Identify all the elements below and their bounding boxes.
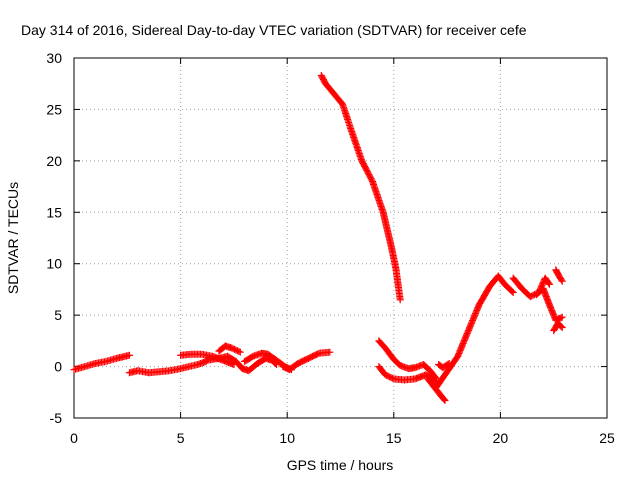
series-arc12 (432, 272, 517, 391)
data-point (445, 359, 453, 367)
data-point (558, 277, 566, 285)
data-point (509, 289, 517, 297)
data-point (545, 280, 553, 288)
x-tick-label: 5 (177, 430, 185, 446)
y-axis-label: SDTVAR / TECUs (5, 182, 21, 294)
plot-frame (73, 57, 608, 419)
y-tick-label: 20 (46, 153, 62, 169)
data-point (236, 348, 244, 356)
x-tick-label: 10 (279, 430, 295, 446)
data-point (558, 313, 566, 321)
y-tick-label: -5 (50, 410, 63, 426)
data-point (388, 374, 396, 382)
y-tick-label: 10 (46, 256, 62, 272)
ticks (73, 57, 608, 419)
y-tick-label: 0 (54, 359, 62, 375)
data-point (557, 322, 565, 330)
data-point (557, 276, 565, 284)
y-tick-label: 5 (54, 307, 62, 323)
x-tick-labels: 0 5 10 15 20 25 (70, 430, 615, 446)
data-point (557, 314, 565, 322)
data-point (444, 360, 452, 368)
data-point (125, 351, 133, 359)
x-tick-label: 0 (70, 430, 78, 446)
data-point (545, 279, 553, 287)
data-points (70, 71, 566, 405)
series-arc2 (125, 357, 210, 377)
series-arc16 (552, 266, 566, 285)
data-point (326, 348, 334, 356)
series-arc5 (215, 342, 244, 356)
x-tick-label: 20 (493, 430, 509, 446)
x-axis-label: GPS time / hours (287, 457, 394, 473)
y-tick-labels: -5 0 5 10 15 20 25 30 (46, 50, 62, 426)
data-point (508, 287, 516, 295)
y-tick-label: 25 (46, 101, 62, 117)
data-point (235, 347, 243, 355)
x-tick-label: 15 (386, 430, 402, 446)
y-tick-label: 15 (46, 204, 62, 220)
grid (74, 58, 607, 418)
series-arc7 (279, 348, 334, 374)
data-point (396, 296, 404, 304)
series-arc8 (317, 71, 404, 304)
series-arc1 (70, 351, 133, 374)
series-arc17 (550, 319, 566, 335)
series-arc15 (533, 284, 566, 324)
data-point (441, 397, 449, 405)
data-point (440, 395, 448, 403)
x-tick-label: 25 (599, 430, 615, 446)
data-point (558, 323, 566, 331)
series-arc13 (435, 359, 453, 372)
y-tick-label: 30 (46, 50, 62, 66)
chart-title: Day 314 of 2016, Sidereal Day-to-day VTE… (21, 22, 527, 38)
